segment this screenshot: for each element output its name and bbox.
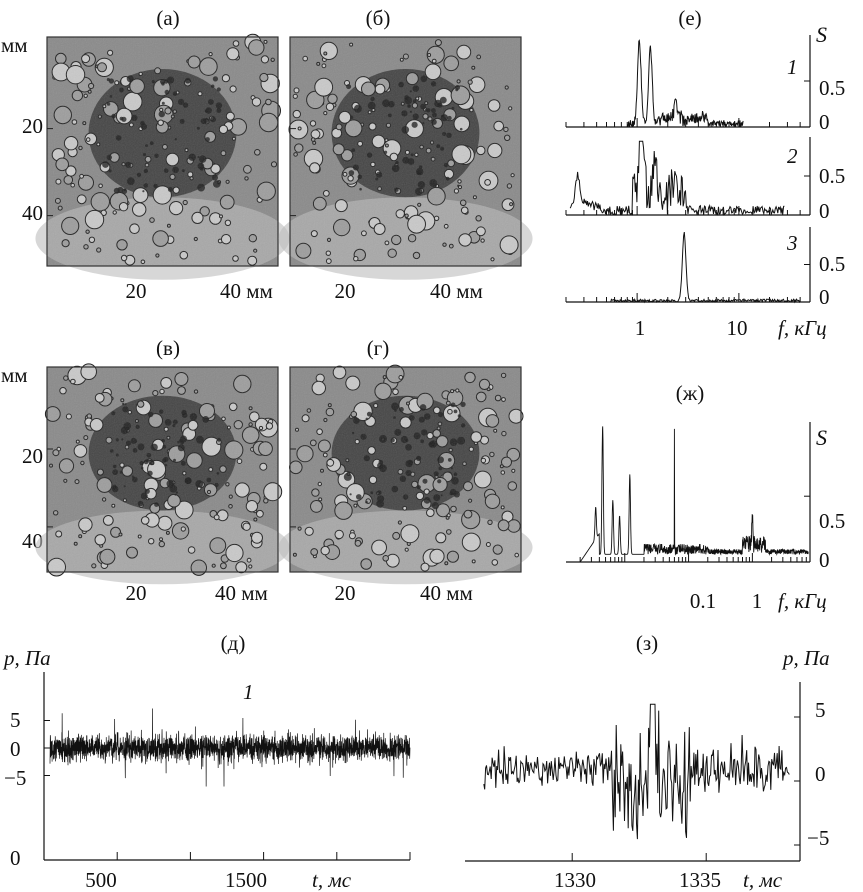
photo-b bbox=[278, 36, 533, 280]
signal-d-label: (д) bbox=[221, 631, 246, 655]
photo-x-tick-40-v: 40 мм bbox=[215, 581, 268, 605]
signal-d-x-tick-1500: 1500 bbox=[225, 868, 267, 892]
spectra-e-panel: (е) S 1 2 3 0.5 0 0.5 0 0.5 0 1 10 f, кГ… bbox=[565, 6, 845, 340]
signal-z-y-axis-label: p, Па bbox=[781, 646, 830, 670]
photo-y-tick-40-top: 40 bbox=[22, 201, 43, 225]
photo-grain bbox=[47, 37, 278, 266]
spectra-e-s2-y-tick-05: 0.5 bbox=[819, 164, 845, 188]
spectrum-zh-label: (ж) bbox=[676, 381, 705, 405]
signal-z-label: (з) bbox=[636, 631, 658, 655]
spectra-e-x-tick-10: 10 bbox=[727, 316, 748, 340]
photo-border bbox=[289, 366, 522, 573]
signal-z-plot bbox=[465, 682, 801, 862]
spectra-e-s1-y-tick-0: 0 bbox=[819, 110, 830, 134]
spectra-e-curve-1-number: 1 bbox=[787, 55, 798, 79]
signal-z-y-tick-5: 5 bbox=[815, 698, 826, 722]
photo-x-tick-40-g: 40 мм bbox=[420, 581, 473, 605]
spectra-e-s3-y-tick-05: 0.5 bbox=[819, 252, 845, 276]
spectra-e-s3-y-tick-0: 0 bbox=[819, 285, 830, 309]
photo-x-tick-20-g: 20 bbox=[335, 581, 356, 605]
spectrum-zh-y-axis-label: S bbox=[816, 425, 827, 450]
spectra-e-s2-y-tick-0: 0 bbox=[819, 199, 830, 223]
photo-g bbox=[278, 364, 533, 585]
photo-panels: (а) (б) (в) (г) мм мм 20 40 20 40 20 40 … bbox=[1, 6, 533, 605]
photo-x-tick-20-a: 20 bbox=[126, 279, 147, 303]
signal-d-y-tick-5: 5 bbox=[10, 708, 21, 732]
photo-a bbox=[35, 33, 290, 280]
spectra-e-curve-2-number: 2 bbox=[787, 144, 798, 168]
spectrum-zh-x-tick-01: 0.1 bbox=[690, 589, 716, 613]
signal-z-curve bbox=[483, 703, 790, 840]
spectra-e-s1-y-tick-05: 0.5 bbox=[819, 76, 845, 100]
spectra-e-curve-1 bbox=[626, 39, 744, 128]
spectra-e-x-axis-label: f, кГц bbox=[778, 316, 827, 340]
photo-y-unit-bottom: мм bbox=[1, 363, 28, 387]
signal-z-panel: (з) p, Па 5 0 −5 1330 1335 t, мс bbox=[465, 631, 830, 892]
spectra-e-label: (е) bbox=[678, 6, 701, 30]
signal-d-plot bbox=[43, 672, 411, 861]
spectrum-zh-panel: (ж) S 0.5 0 0.1 1 f, кГц bbox=[566, 381, 845, 613]
spectrum-zh-y-tick-05: 0.5 bbox=[819, 509, 845, 533]
signal-d-y-tick-0: 0 bbox=[10, 737, 21, 761]
spectrum-zh-y-tick-0: 0 bbox=[819, 548, 830, 572]
spectrum-zh-x-tick-1: 1 bbox=[752, 589, 763, 613]
signal-d-y-tick-m5: −5 bbox=[4, 766, 26, 790]
signal-d-curve bbox=[49, 708, 411, 787]
panel-label-g: (г) bbox=[367, 336, 390, 360]
photo-x-tick-20-b: 20 bbox=[335, 279, 356, 303]
photo-border bbox=[289, 36, 522, 267]
photo-x-tick-40-a: 40 мм bbox=[220, 279, 273, 303]
photo-x-tick-20-v: 20 bbox=[126, 581, 147, 605]
spectra-e-x-tick-1: 1 bbox=[635, 316, 646, 340]
photo-x-tick-40-b: 40 мм bbox=[430, 279, 483, 303]
spectra-e-curve-3-number: 3 bbox=[786, 231, 798, 255]
spectrum-zh-x-axis-label: f, кГц bbox=[778, 589, 827, 613]
signal-d-x-axis-label: t, мс bbox=[312, 868, 352, 892]
signal-d-x-tick-500: 500 bbox=[85, 868, 117, 892]
spectra-e-curve-2 bbox=[569, 140, 785, 217]
photo-grain bbox=[290, 37, 521, 266]
photo-y-tick-20-bottom: 20 bbox=[22, 444, 43, 468]
signal-z-y-tick-m5: −5 bbox=[807, 826, 829, 850]
signal-z-x-tick-1335: 1335 bbox=[679, 868, 721, 892]
spectrum-zh-plot bbox=[566, 422, 811, 563]
spectra-e-plot bbox=[565, 35, 811, 304]
signal-d-y-tick-0-base: 0 bbox=[10, 846, 21, 870]
signal-d-y-axis-label: p, Па bbox=[2, 646, 51, 670]
photo-v bbox=[35, 363, 290, 585]
spectra-e-y-axis-label: S bbox=[816, 22, 827, 47]
photo-border bbox=[46, 36, 279, 267]
spectrum-zh-curve bbox=[579, 426, 809, 563]
panel-label-b: (б) bbox=[366, 6, 391, 30]
signal-d-panel: (д) p, Па 1 5 0 −5 0 500 1500 t, мс bbox=[2, 631, 411, 892]
photo-grain bbox=[290, 367, 521, 572]
panel-label-v: (в) bbox=[156, 336, 180, 360]
photo-border bbox=[46, 366, 279, 573]
spectra-e-curve-3 bbox=[610, 232, 801, 304]
signal-z-x-tick-1330: 1330 bbox=[554, 868, 596, 892]
panel-label-a: (а) bbox=[156, 6, 179, 30]
signal-z-y-tick-0: 0 bbox=[815, 762, 826, 786]
photo-y-tick-20-top: 20 bbox=[22, 114, 43, 138]
photo-y-unit-top: мм bbox=[1, 33, 28, 57]
signal-d-curve-label: 1 bbox=[243, 680, 254, 704]
signal-z-x-axis-label: t, мс bbox=[743, 868, 783, 892]
photo-grain bbox=[47, 367, 278, 572]
